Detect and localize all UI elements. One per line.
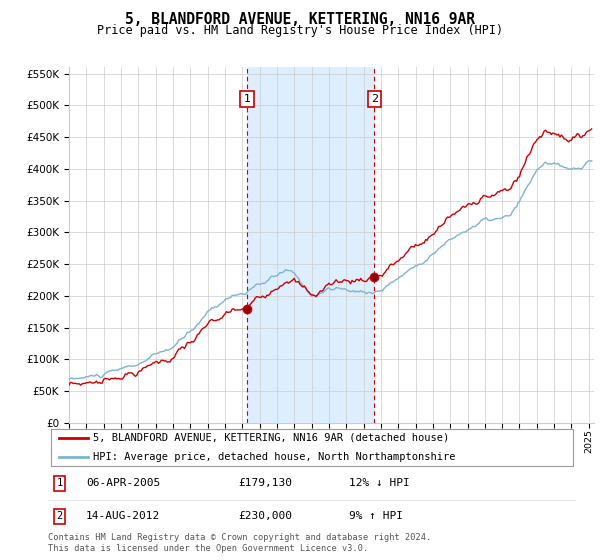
Text: Contains HM Land Registry data © Crown copyright and database right 2024.
This d: Contains HM Land Registry data © Crown c… [48,533,431,553]
Text: 2: 2 [56,511,63,521]
Text: £230,000: £230,000 [238,511,292,521]
Text: 9% ↑ HPI: 9% ↑ HPI [349,511,403,521]
Bar [247,67,374,423]
FancyBboxPatch shape [50,429,574,466]
Text: 5, BLANDFORD AVENUE, KETTERING, NN16 9AR: 5, BLANDFORD AVENUE, KETTERING, NN16 9AR [125,12,475,27]
Text: 2: 2 [371,94,378,104]
Text: £179,130: £179,130 [238,478,292,488]
Text: 12% ↓ HPI: 12% ↓ HPI [349,478,410,488]
Text: 1: 1 [56,478,63,488]
Text: 14-AUG-2012: 14-AUG-2012 [86,511,160,521]
Text: HPI: Average price, detached house, North Northamptonshire: HPI: Average price, detached house, Nort… [93,452,455,462]
Text: 1: 1 [244,94,250,104]
Text: Price paid vs. HM Land Registry's House Price Index (HPI): Price paid vs. HM Land Registry's House … [97,24,503,36]
Text: 06-APR-2005: 06-APR-2005 [86,478,160,488]
Text: 5, BLANDFORD AVENUE, KETTERING, NN16 9AR (detached house): 5, BLANDFORD AVENUE, KETTERING, NN16 9AR… [93,433,449,443]
